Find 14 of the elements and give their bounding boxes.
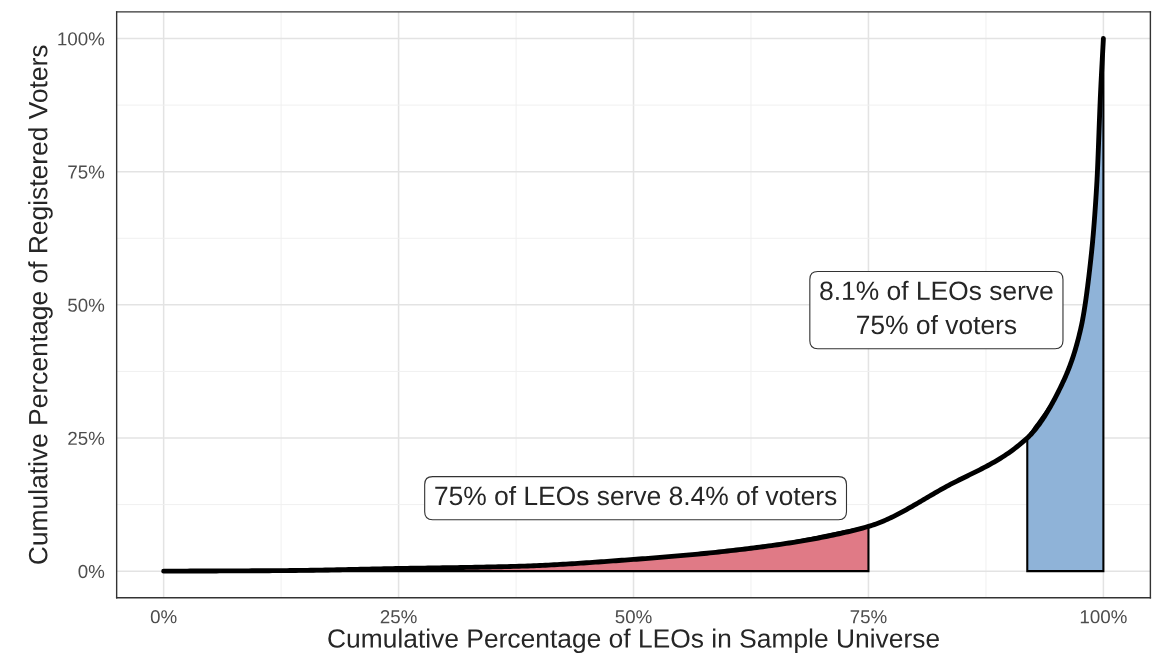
- y-tick-label: 100%: [58, 32, 105, 46]
- x-tick-label: 75%: [850, 610, 887, 624]
- y-tick-label: 0%: [78, 564, 105, 579]
- y-tick-label: 50%: [68, 298, 105, 312]
- y-axis-title: Cumulative Percentage of Registered Voters: [28, 45, 53, 564]
- x-tick-label: 50%: [615, 610, 652, 624]
- x-tick-label: 25%: [380, 610, 417, 624]
- x-axis-title: Cumulative Percentage of LEOs in Sample Universe: [328, 628, 939, 654]
- y-tick-label: 75%: [68, 165, 105, 179]
- y-tick-label: 25%: [68, 431, 105, 445]
- annotation: 75% of LEOs serve 8.4% of voters: [435, 485, 837, 506]
- x-tick-label: 100%: [1080, 610, 1127, 624]
- x-tick-label: 0%: [150, 610, 177, 624]
- annotation: 8.1% of LEOs serve 75% of voters: [820, 280, 1053, 335]
